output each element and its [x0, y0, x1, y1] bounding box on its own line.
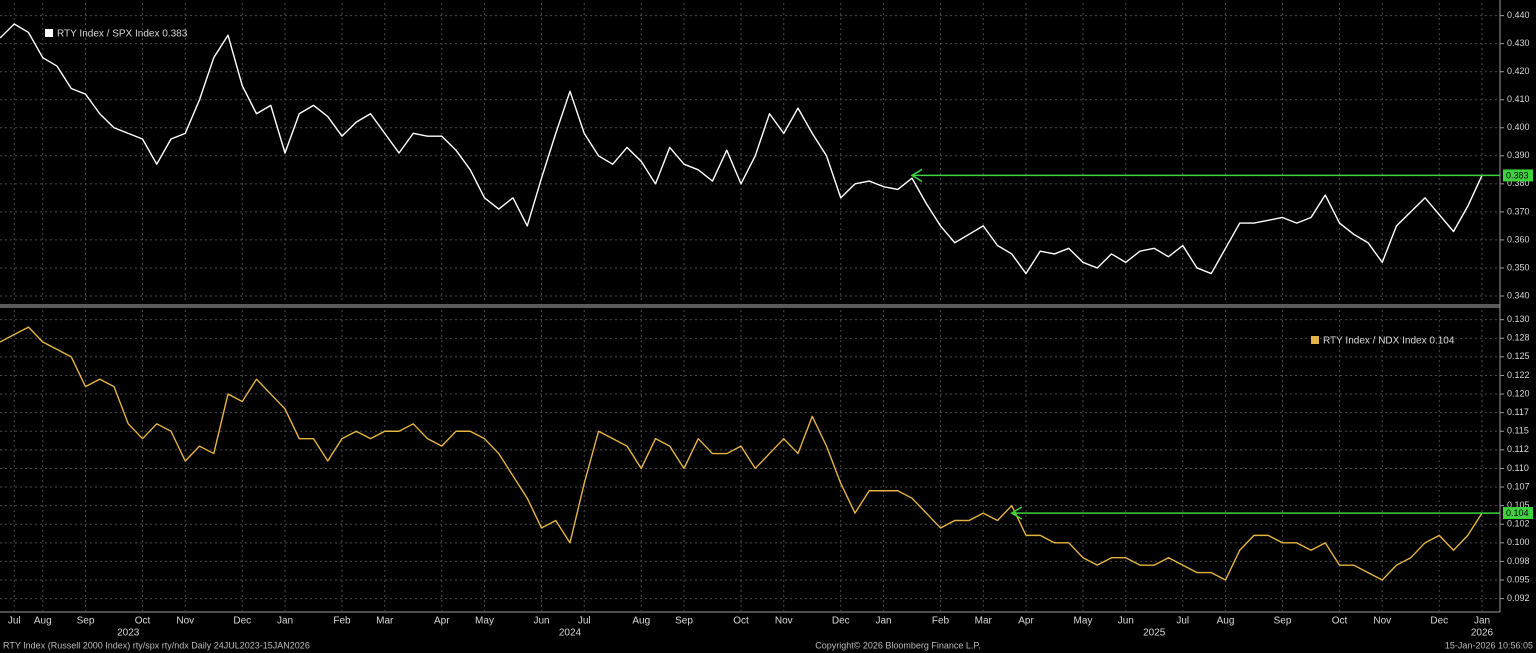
legend-swatch: [45, 29, 53, 37]
x-year-label: 2024: [559, 628, 582, 639]
x-tick-label: Dec: [832, 616, 850, 627]
x-tick-label: Feb: [333, 616, 351, 627]
x-tick-label: Jan: [875, 616, 891, 627]
y-tick-label: 0.125: [1507, 351, 1530, 361]
x-tick-label: Oct: [1332, 616, 1348, 627]
y-tick-label: 0.420: [1507, 66, 1530, 76]
x-year-label: 2025: [1143, 628, 1166, 639]
series-line: [0, 326, 1483, 581]
x-tick-label: Mar: [975, 616, 993, 627]
x-tick-label: Jan: [277, 616, 293, 627]
x-tick-label: Jul: [1176, 616, 1189, 627]
x-tick-label: Jun: [533, 616, 549, 627]
x-tick-label: Feb: [932, 616, 950, 627]
y-tick-label: 0.110: [1507, 463, 1529, 473]
last-value-box: [1503, 169, 1533, 182]
arrow-head: [1010, 506, 1023, 520]
x-tick-label: Sep: [77, 616, 95, 627]
footer-left: RTY Index (Russell 2000 Index) rty/spx r…: [3, 640, 310, 650]
x-tick-label: Nov: [775, 616, 793, 627]
x-tick-label: Oct: [135, 616, 151, 627]
y-tick-label: 0.102: [1507, 519, 1530, 529]
y-tick-label: 0.440: [1507, 10, 1530, 20]
y-tick-label: 0.092: [1507, 593, 1530, 603]
y-tick-label: 0.400: [1507, 122, 1530, 132]
y-tick-label: 0.340: [1507, 290, 1530, 300]
y-tick-label: 0.095: [1507, 574, 1530, 584]
last-value-label: 0.104: [1506, 508, 1529, 518]
y-tick-label: 0.098: [1507, 556, 1530, 566]
y-tick-label: 0.430: [1507, 38, 1530, 48]
x-tick-label: Dec: [1430, 616, 1448, 627]
x-tick-label: Jan: [1474, 616, 1490, 627]
y-tick-label: 0.130: [1507, 314, 1530, 324]
x-tick-label: May: [475, 616, 494, 627]
x-tick-label: Jul: [8, 616, 21, 627]
y-tick-label: 0.120: [1507, 388, 1530, 398]
x-tick-label: Aug: [632, 616, 650, 627]
y-tick-label: 0.350: [1507, 262, 1530, 272]
x-tick-label: Sep: [1274, 616, 1292, 627]
x-tick-label: Nov: [1373, 616, 1391, 627]
legend-name: RTY Index / NDX Index: [1323, 335, 1427, 346]
legend-swatch: [1311, 336, 1319, 344]
last-value-box: [1503, 507, 1533, 520]
footer-right: 15-Jan-2026 10:56:05: [1445, 640, 1533, 650]
x-tick-label: Sep: [675, 616, 693, 627]
y-tick-label: 0.390: [1507, 150, 1530, 160]
y-tick-label: 0.112: [1507, 444, 1529, 454]
arrow-head: [910, 168, 923, 183]
y-tick-label: 0.117: [1507, 407, 1529, 417]
legend-value: 0.383: [162, 28, 187, 39]
legend-value: 0.104: [1429, 335, 1454, 346]
x-tick-label: Dec: [233, 616, 251, 627]
last-value-label: 0.383: [1506, 170, 1529, 180]
x-tick-label: May: [1074, 616, 1093, 627]
x-tick-label: Apr: [434, 616, 450, 627]
y-tick-label: 0.107: [1507, 481, 1530, 491]
footer-center: Copyright© 2026 Bloomberg Finance L.P.: [815, 640, 981, 650]
y-tick-label: 0.360: [1507, 234, 1530, 244]
x-year-label: 2023: [117, 628, 140, 639]
y-tick-label: 0.105: [1507, 500, 1530, 510]
legend-label: RTY Index / SPX Index 0.383: [57, 28, 188, 39]
y-tick-label: 0.128: [1507, 333, 1530, 343]
x-tick-label: Aug: [34, 616, 52, 627]
x-tick-label: Aug: [1217, 616, 1235, 627]
y-tick-label: 0.100: [1507, 537, 1530, 547]
y-tick-label: 0.115: [1507, 426, 1529, 436]
y-tick-label: 0.122: [1507, 370, 1530, 380]
x-tick-label: Apr: [1018, 616, 1034, 627]
legend-name: RTY Index / SPX Index: [57, 28, 159, 39]
y-tick-label: 0.380: [1507, 178, 1530, 188]
legend-label: RTY Index / NDX Index 0.104: [1323, 335, 1455, 346]
x-tick-label: Oct: [733, 616, 749, 627]
x-tick-label: Jul: [578, 616, 591, 627]
x-tick-label: Mar: [376, 616, 394, 627]
panel-separator: [0, 304, 1500, 308]
x-year-label: 2026: [1471, 628, 1494, 639]
series-line: [0, 23, 1483, 275]
y-tick-label: 0.410: [1507, 94, 1530, 104]
x-tick-label: Jun: [1118, 616, 1134, 627]
x-tick-label: Nov: [176, 616, 194, 627]
y-tick-label: 0.370: [1507, 206, 1530, 216]
